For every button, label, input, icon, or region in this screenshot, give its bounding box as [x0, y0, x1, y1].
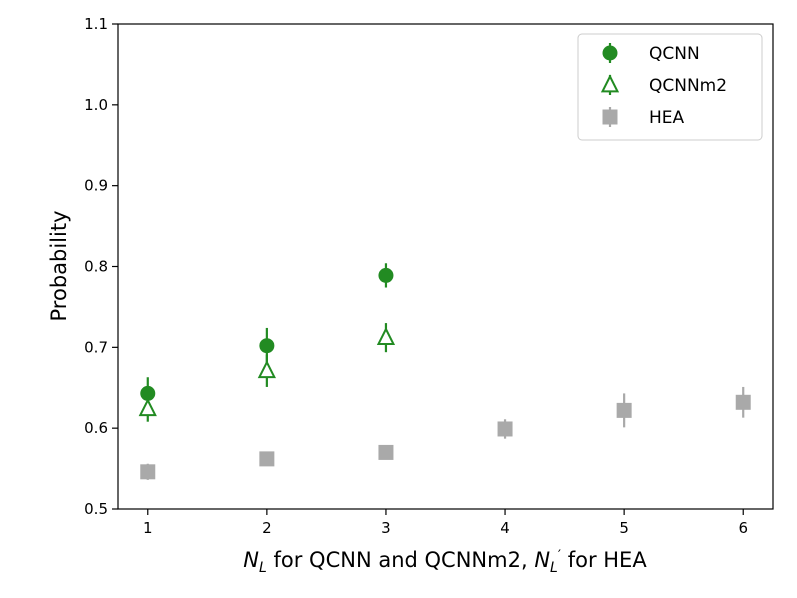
x-label-end: for HEA: [561, 548, 647, 572]
y-tick-label: 0.9: [84, 177, 108, 195]
x-tick-label: 1: [143, 519, 153, 537]
y-tick-label: 1.0: [84, 96, 108, 114]
y-tick-label: 0.5: [84, 500, 108, 518]
x-axis: 1 2 3 4 5 6: [143, 509, 748, 537]
y-tick-label: 0.7: [84, 338, 108, 356]
data-markers: [138, 267, 751, 480]
hea-point: [378, 444, 394, 460]
legend-qcnnm2-marker: [600, 74, 620, 93]
x-label-second: N: [534, 548, 550, 572]
x-tick-label: 3: [381, 519, 391, 537]
legend-qcnn-label: QCNN: [649, 44, 700, 64]
x-label-second-sub: L: [550, 560, 558, 576]
x-label-second-prime: ′: [558, 548, 561, 564]
legend: QCNN QCNNm2 HEA: [577, 33, 763, 141]
qcnn-point: [259, 338, 275, 354]
qcnn-point: [378, 267, 394, 283]
hea-point: [497, 421, 513, 437]
x-label-middle: for QCNN and QCNNm2,: [267, 548, 534, 572]
y-axis: 0.5 0.6 0.7 0.8 0.9 1.0 1.1: [84, 15, 118, 518]
legend-box: [577, 33, 763, 141]
y-tick-label: 1.1: [84, 15, 108, 33]
x-label-main: N: [243, 548, 259, 572]
x-label-main-sub: L: [259, 560, 267, 576]
hea-point: [259, 451, 275, 467]
y-tick-label: 0.6: [84, 419, 108, 437]
x-tick-label: 6: [738, 519, 748, 537]
qcnnm2-point: [257, 360, 276, 379]
hea-point: [735, 394, 751, 410]
x-axis-label: NL for QCNN and QCNNm2, NL′ for HEA: [243, 548, 647, 576]
x-tick-label: 4: [500, 519, 510, 537]
x-tick-label: 2: [262, 519, 272, 537]
hea-point: [616, 402, 632, 418]
legend-qcnn-marker: [602, 45, 618, 61]
y-axis-label: Probability: [47, 210, 71, 321]
legend-hea-label: HEA: [649, 108, 685, 128]
y-tick-label: 0.8: [84, 258, 108, 276]
x-tick-label: 5: [619, 519, 629, 537]
legend-hea-marker: [602, 109, 618, 125]
qcnn-point: [140, 385, 156, 401]
hea-point: [140, 464, 156, 480]
qcnnm2-point: [138, 398, 157, 417]
qcnnm2-point: [376, 326, 396, 346]
legend-qcnnm2-label: QCNNm2: [649, 76, 727, 96]
